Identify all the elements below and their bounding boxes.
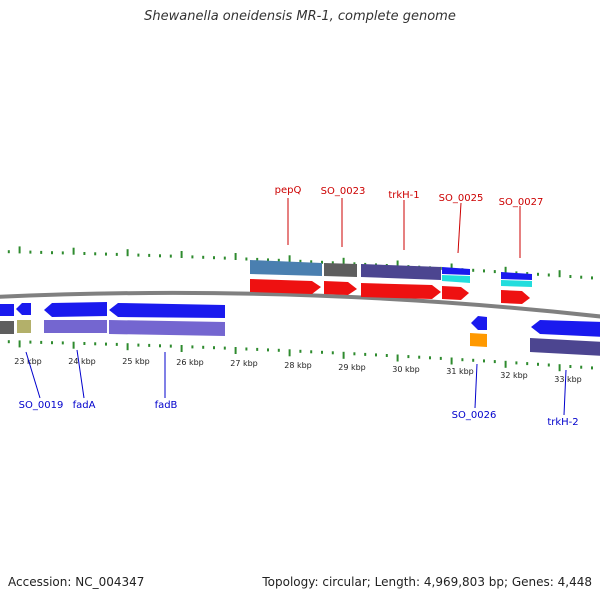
- cog-block-fadb[interactable]: [109, 320, 225, 336]
- scale-label: 30 kbp: [392, 365, 420, 374]
- gene-label-fada[interactable]: fadA: [73, 400, 96, 411]
- scale-label: 27 kbp: [230, 359, 258, 368]
- cog-block-fada[interactable]: [44, 320, 107, 333]
- gene-fadb[interactable]: [109, 303, 225, 318]
- scale-label: 28 kbp: [284, 361, 312, 370]
- genome-stats-label: Topology: circular; Length: 4,969,803 bp…: [262, 575, 592, 589]
- cog-block-so0025-bottom[interactable]: [442, 275, 470, 283]
- scale-label: 31 kbp: [446, 367, 474, 376]
- scale-label: 26 kbp: [176, 358, 204, 367]
- leader-line: [25, 351, 41, 399]
- cog-block-trkh2[interactable]: [530, 338, 600, 356]
- leader-line: [457, 202, 462, 254]
- reverse-gene-track: [0, 302, 600, 337]
- gene-label-fadb[interactable]: fadB: [155, 400, 178, 411]
- gene-so0019[interactable]: [16, 303, 31, 315]
- gene-so0026[interactable]: [471, 316, 487, 330]
- cog-block-so0019[interactable]: [17, 320, 31, 333]
- gene-label-trkh2[interactable]: trkH-2: [547, 417, 578, 428]
- gene-label-so0025[interactable]: SO_0025: [439, 193, 484, 204]
- scale-label: 32 kbp: [500, 371, 528, 380]
- forward-cog-track: [250, 260, 532, 287]
- cog-block-so0027-bottom[interactable]: [501, 280, 532, 287]
- forward-gene-labels: pepQ SO_0023 trkH-1 SO_0025 SO_0027: [275, 185, 544, 258]
- cog-block-so0023[interactable]: [324, 263, 357, 277]
- inner-tick-ring: [7, 340, 593, 372]
- leader-line: [76, 349, 85, 399]
- scale-label: 25 kbp: [122, 357, 150, 366]
- genome-backbone: [0, 290, 600, 319]
- gene-pepq[interactable]: [250, 279, 321, 294]
- scale-labels: 23 kbp 24 kbp 25 kbp 26 kbp 27 kbp 28 kb…: [14, 357, 582, 384]
- cog-block-trkh1[interactable]: [361, 264, 441, 280]
- forward-gene-track: [250, 279, 530, 304]
- cog-block-pepq[interactable]: [250, 260, 322, 276]
- scale-label: 23 kbp: [14, 357, 42, 366]
- reverse-gene-labels: SO_0019 fadA fadB SO_0026 trkH-2: [19, 349, 579, 428]
- gene-label-pepq[interactable]: pepQ: [275, 185, 302, 196]
- gene-so0025[interactable]: [442, 286, 469, 300]
- gene-label-so0026[interactable]: SO_0026: [452, 410, 497, 421]
- gene-so0027[interactable]: [501, 290, 530, 304]
- gene-left-partial[interactable]: [0, 304, 14, 316]
- reverse-cog-track: [0, 320, 600, 356]
- cog-block-so0026[interactable]: [470, 333, 487, 347]
- leader-line: [563, 369, 567, 416]
- scale-label: 24 kbp: [68, 357, 96, 366]
- leader-line: [474, 363, 478, 409]
- scale-label: 33 kbp: [554, 375, 582, 384]
- map-title: Shewanella oneidensis MR-1, complete gen…: [144, 9, 456, 24]
- gene-label-so0027[interactable]: SO_0027: [499, 197, 544, 208]
- gene-trkh2[interactable]: [531, 320, 600, 337]
- accession-label: Accession: NC_004347: [8, 575, 145, 589]
- gene-label-so0019[interactable]: SO_0019: [19, 400, 64, 411]
- gene-label-trkh1[interactable]: trkH-1: [388, 190, 419, 201]
- cog-block-left-partial[interactable]: [0, 321, 14, 334]
- gene-label-so0023[interactable]: SO_0023: [321, 186, 366, 197]
- gene-trkh1[interactable]: [361, 283, 441, 299]
- cog-block-so0025-top[interactable]: [442, 267, 470, 275]
- scale-label: 29 kbp: [338, 363, 366, 372]
- gene-so0023[interactable]: [324, 281, 357, 295]
- gene-fada[interactable]: [44, 302, 107, 317]
- cog-block-so0027-top[interactable]: [501, 272, 532, 280]
